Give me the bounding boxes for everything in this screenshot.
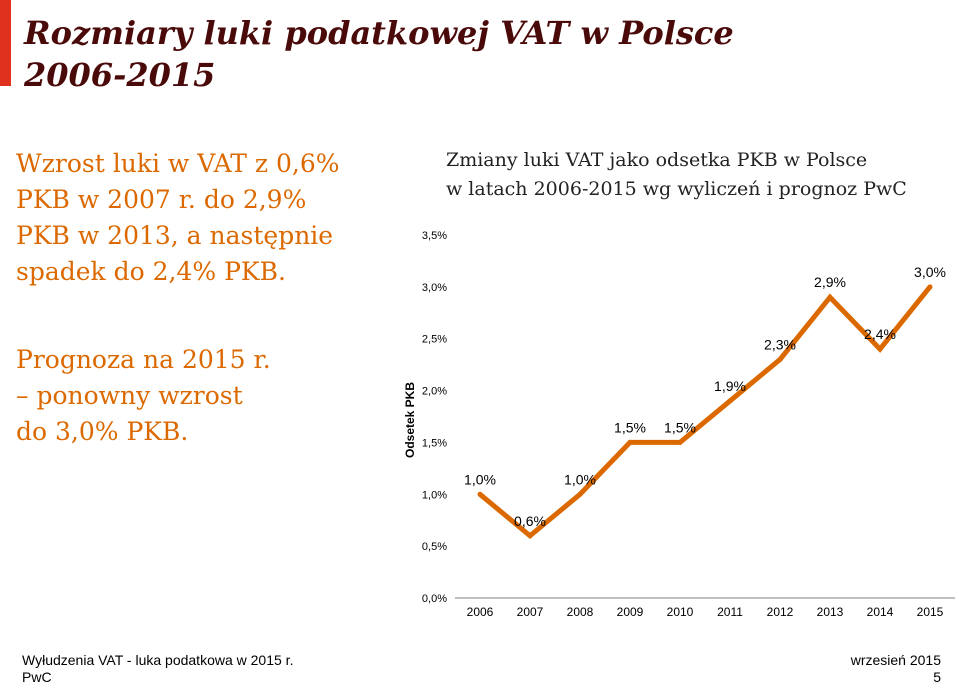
y-tick-label: 2,0% — [422, 386, 447, 398]
x-tick-label: 2009 — [617, 605, 644, 619]
page-title-line-1: Rozmiary luki podatkowej VAT w Polsce — [24, 14, 734, 52]
x-tick-label: 2008 — [567, 605, 594, 619]
data-label: 1,0% — [564, 471, 596, 487]
y-tick-label: 0,5% — [422, 541, 447, 553]
data-point — [877, 346, 883, 352]
note-2-line-3: do 3,0% PKB. — [16, 417, 189, 446]
data-point — [527, 533, 533, 539]
data-point — [627, 439, 633, 445]
data-label: 3,0% — [914, 264, 946, 280]
x-tick-label: 2006 — [467, 605, 494, 619]
note-forecast: Prognoza na 2015 r. – ponowny wzrost do … — [16, 342, 271, 450]
chart-title-line-1: Zmiany luki VAT jako odsetka PKB w Polsc… — [446, 149, 868, 171]
note-2-line-1: Prognoza na 2015 r. — [16, 345, 271, 374]
footer-page-number: 5 — [933, 669, 941, 685]
x-tick-label: 2013 — [817, 605, 844, 619]
accent-bar — [0, 0, 11, 86]
y-tick-label: 3,0% — [422, 282, 447, 294]
y-tick-label: 0,0% — [422, 593, 447, 605]
data-label: 2,3% — [764, 336, 796, 352]
chart-title: Zmiany luki VAT jako odsetka PKB w Polsc… — [446, 146, 907, 204]
note-1-line-1: Wzrost luki w VAT z 0,6% — [16, 149, 340, 178]
y-tick-label: 1,0% — [422, 489, 447, 501]
data-label: 1,5% — [664, 419, 696, 435]
x-tick-label: 2007 — [517, 605, 544, 619]
data-point — [577, 491, 583, 497]
data-point — [677, 439, 683, 445]
note-1-line-3: PKB w 2013, a następnie — [16, 221, 334, 250]
chart-title-line-2: w latach 2006-2015 wg wyliczeń i prognoz… — [446, 178, 907, 200]
data-point — [927, 284, 933, 290]
data-point — [477, 491, 483, 497]
data-point — [827, 294, 833, 300]
data-label: 2,4% — [864, 326, 896, 342]
footer-right: wrzesień 2015 5 — [851, 652, 941, 686]
footer-date: wrzesień 2015 — [850, 652, 941, 668]
y-tick-label: 1,5% — [422, 437, 447, 449]
page-title: Rozmiary luki podatkowej VAT w Polsce 20… — [24, 12, 734, 96]
data-point — [777, 356, 783, 362]
footer-document-title: Wyłudzenia VAT - luka podatkowa w 2015 r… — [22, 652, 294, 668]
page-title-line-2: 2006-2015 — [24, 56, 216, 94]
x-tick-label: 2014 — [867, 605, 894, 619]
x-tick-label: 2012 — [767, 605, 794, 619]
y-tick-label: 2,5% — [422, 334, 447, 346]
data-label: 2,9% — [814, 274, 846, 290]
data-label: 0,6% — [514, 513, 546, 529]
footer-left: Wyłudzenia VAT - luka podatkowa w 2015 r… — [22, 652, 293, 686]
data-point — [727, 398, 733, 404]
x-tick-label: 2015 — [917, 605, 944, 619]
series-line — [478, 285, 932, 540]
note-1-line-2: PKB w 2007 r. do 2,9% — [16, 185, 307, 214]
note-2-line-2: – ponowny wzrost — [16, 381, 243, 410]
y-axis-title: Odsetek PKB — [403, 382, 417, 458]
data-label: 1,9% — [714, 378, 746, 394]
note-vat-gap-growth: Wzrost luki w VAT z 0,6% PKB w 2007 r. d… — [16, 146, 340, 290]
y-tick-label: 3,5% — [422, 230, 447, 242]
data-label: 1,5% — [614, 419, 646, 435]
x-tick-label: 2010 — [667, 605, 694, 619]
x-tick-label: 2011 — [717, 605, 743, 619]
footer-company: PwC — [22, 669, 52, 685]
note-1-line-4: spadek do 2,4% PKB. — [16, 257, 286, 286]
data-label: 1,0% — [464, 471, 496, 487]
